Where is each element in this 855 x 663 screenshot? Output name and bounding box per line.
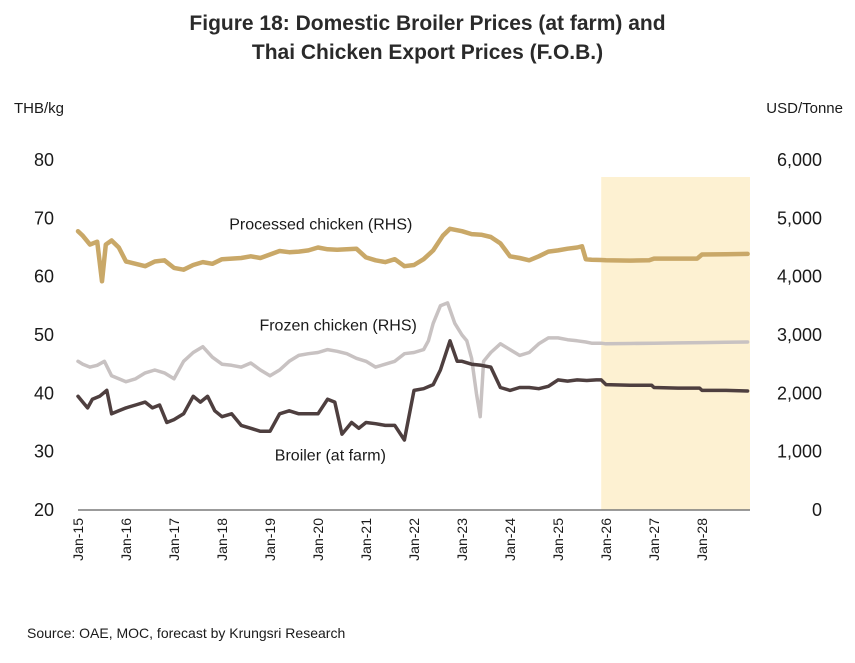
x-tick-label: Jan-17 [166,518,182,561]
x-tick-label: Jan-25 [550,518,566,561]
x-tick-label: Jan-24 [502,518,518,561]
right-axis-unit: USD/Tonne [766,100,843,117]
x-tick-label: Jan-20 [310,518,326,561]
series-line-processed-chicken-rhs [75,226,750,284]
left-y-tick-label: 50 [34,325,54,345]
left-y-tick-label: 60 [34,267,54,287]
right-y-tick-label: 2,000 [777,383,822,403]
left-y-tick-label: 80 [34,150,54,170]
x-tick-label: Jan-18 [214,518,230,561]
left-y-tick-label: 30 [34,442,54,462]
right-y-tick-label: 1,000 [777,442,822,462]
left-axis-unit: THB/kg [14,100,65,117]
right-y-tick-label: 6,000 [777,150,822,170]
x-tick-label: Jan-16 [118,518,134,561]
x-tick-label: Jan-28 [694,518,710,561]
x-tick-label: Jan-15 [70,518,86,561]
x-tick-label: Jan-19 [262,518,278,561]
x-tick-label: Jan-23 [454,518,470,561]
series-label-broiler-at-farm: Broiler (at farm) [275,447,386,464]
source-note: Source: OAE, MOC, forecast by Krungsri R… [27,625,346,641]
series-label-frozen-chicken-rhs: Frozen chicken (RHS) [259,317,416,334]
series-line-broiler-at-farm [76,339,750,442]
x-tick-label: Jan-22 [406,518,422,561]
left-y-tick-label: 20 [34,500,54,520]
x-tick-label: Jan-21 [358,518,374,561]
right-y-tick-label: 5,000 [777,208,822,228]
series-line-frozen-chicken-rhs [76,301,750,419]
right-y-tick-label: 4,000 [777,267,822,287]
x-tick-label: Jan-27 [646,518,662,561]
chart-subtitle: Thai Chicken Export Prices (F.O.B.) [251,41,604,64]
left-y-tick-label: 70 [34,208,54,228]
right-y-tick-label: 3,000 [777,325,822,345]
left-y-tick-label: 40 [34,383,54,403]
series-label-processed-chicken-rhs: Processed chicken (RHS) [229,216,412,233]
x-tick-label: Jan-26 [598,518,614,561]
chart-title: Figure 18: Domestic Broiler Prices (at f… [189,12,666,35]
right-y-tick-label: 0 [812,500,822,520]
